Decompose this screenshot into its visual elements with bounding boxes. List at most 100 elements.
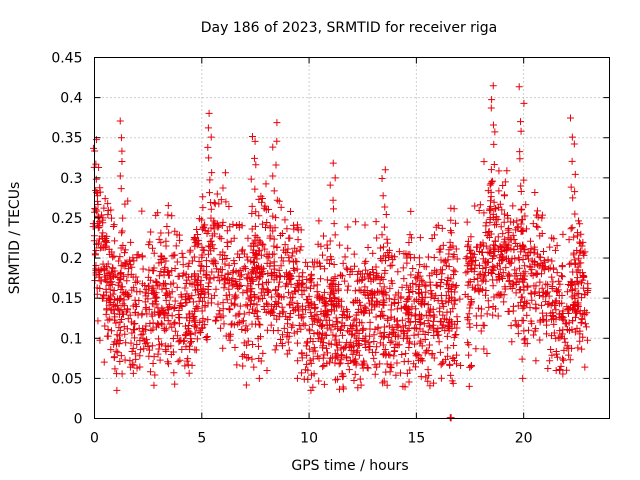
data-point [144,289,152,297]
data-point [504,307,512,315]
data-point [190,280,198,288]
data-point [181,362,189,370]
data-point [326,181,334,189]
data-point [117,271,125,279]
data-point [177,291,185,299]
data-point [173,258,181,266]
data-point [270,268,278,276]
data-point [573,324,581,332]
data-point [352,315,360,323]
data-point [487,104,495,112]
data-point [505,228,513,236]
data-point [275,299,283,307]
data-point [226,336,234,344]
data-point [518,293,526,301]
data-point [133,277,141,285]
data-point [242,264,250,272]
data-point [463,218,471,226]
data-point [486,215,494,223]
data-point [170,369,178,377]
data-point [307,308,315,316]
data-point [486,197,494,205]
data-point [443,332,451,340]
data-point [161,280,169,288]
data-point [374,324,382,332]
data-point [230,301,238,309]
data-point [417,355,425,363]
data-point [436,248,444,256]
data-point [510,246,518,254]
data-point [116,336,124,344]
data-point [227,299,235,307]
data-point [372,272,380,280]
data-point [203,332,211,340]
data-point [338,314,346,322]
data-point [415,290,423,298]
data-point [565,351,573,359]
data-point [552,306,560,314]
data-point [465,278,473,286]
data-point [203,262,211,270]
data-point [170,305,178,313]
data-point [297,243,305,251]
data-point [359,326,367,334]
data-point [331,174,339,182]
data-point [570,140,578,148]
data-point [155,345,163,353]
data-point [483,350,491,358]
data-point [380,223,388,231]
data-point [409,265,417,273]
data-point [147,276,155,284]
data-point [238,247,246,255]
data-point [333,300,341,308]
data-point [102,285,110,293]
data-point [339,383,347,391]
data-point [400,275,408,283]
data-point [203,271,211,279]
data-point [484,297,492,305]
data-point [279,331,287,339]
data-point [129,254,137,262]
data-point [328,306,336,314]
data-point [478,277,486,285]
data-point [329,196,337,204]
data-point [104,316,112,324]
data-point [563,366,571,374]
data-point [406,231,414,239]
data-point [373,287,381,295]
y-tick-label: 0.1 [60,331,82,347]
data-point [534,223,542,231]
data-point [111,237,119,245]
data-point [118,227,126,235]
data-point [376,329,384,337]
data-point [493,291,501,299]
data-point [163,222,171,230]
data-point [574,344,582,352]
data-point [437,374,445,382]
data-point [100,358,108,366]
data-point [108,327,116,335]
data-point [402,322,410,330]
data-point [208,258,216,266]
data-point [216,277,224,285]
data-point [425,322,433,330]
data-point [581,320,589,328]
data-point [424,377,432,385]
data-point [442,280,450,288]
data-point [225,261,233,269]
data-point [539,309,547,317]
data-point [362,344,370,352]
data-point [160,325,168,333]
data-point [230,281,238,289]
data-point [211,230,219,238]
data-point [322,344,330,352]
data-point [429,305,437,313]
data-point [409,288,417,296]
data-point [92,160,100,168]
data-point [438,224,446,232]
data-point [262,224,270,232]
data-point [290,225,298,233]
data-point [255,275,263,283]
data-point [277,293,285,301]
data-point [106,315,114,323]
